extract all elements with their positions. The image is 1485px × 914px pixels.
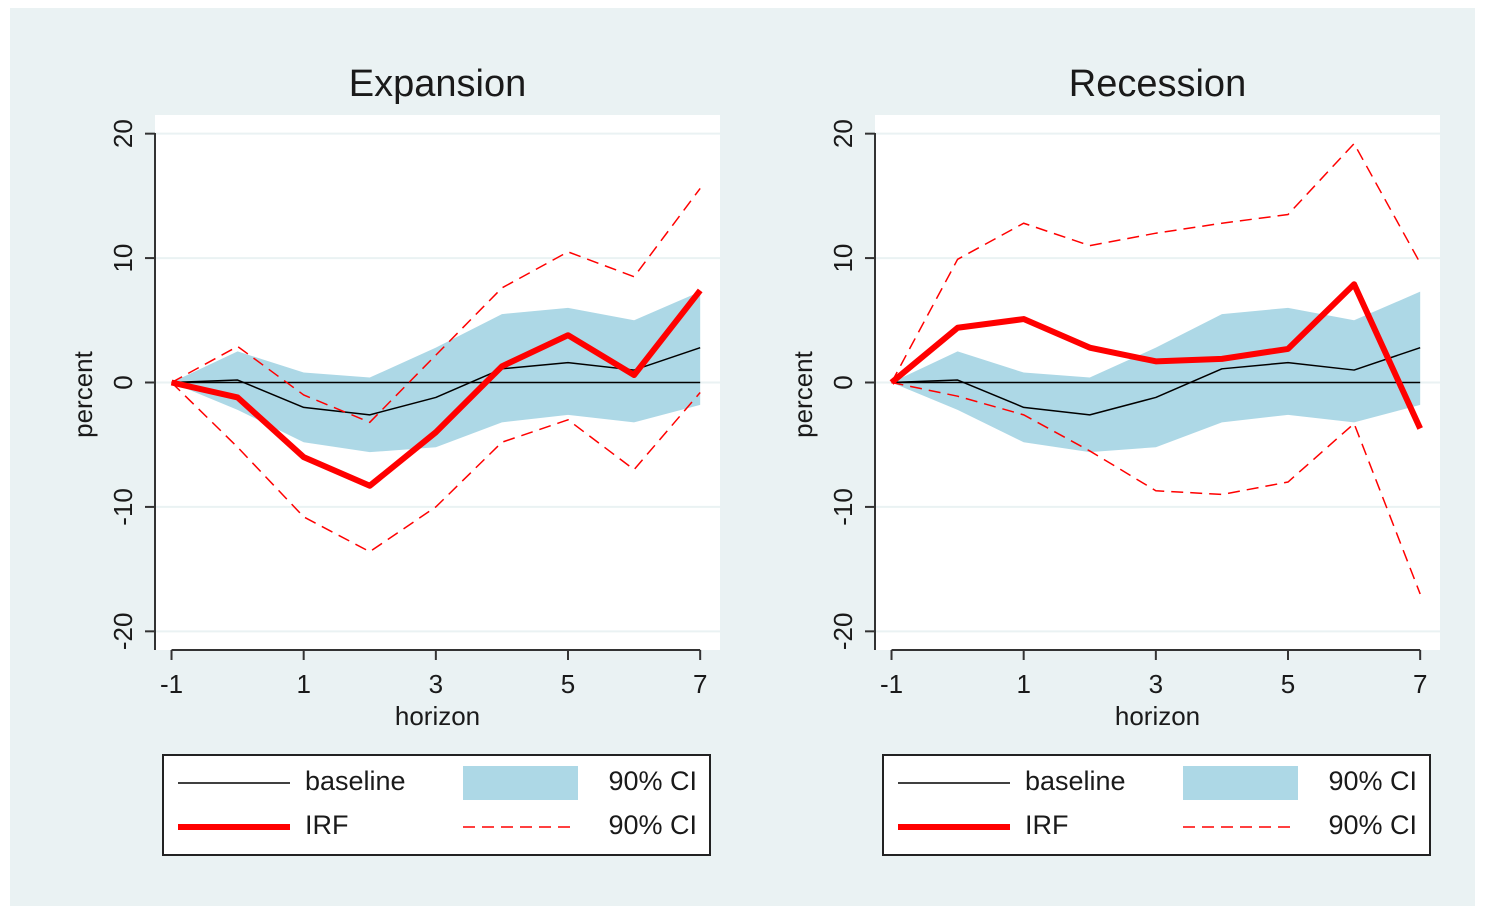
x-axis-label: horizon — [1115, 701, 1200, 731]
y-tick-label: 20 — [828, 119, 858, 148]
y-tick-label: 10 — [828, 244, 858, 273]
legend-swatch — [1183, 766, 1298, 800]
legend-label: baseline — [305, 766, 406, 796]
y-tick-label: -20 — [108, 613, 138, 651]
y-axis-label: percent — [68, 350, 98, 437]
series-line — [891, 346, 1421, 416]
ci-line — [171, 187, 701, 424]
legend-label: baseline — [1025, 766, 1126, 796]
x-tick-label: 7 — [1413, 669, 1427, 699]
chart-title: Recession — [1069, 63, 1246, 105]
x-tick-label: -1 — [160, 669, 183, 699]
ci-band — [171, 291, 701, 453]
x-axis-label: horizon — [395, 701, 480, 731]
y-tick-label: 10 — [108, 244, 138, 273]
legend-label: 90% CI — [1328, 810, 1417, 840]
legend-label: 90% CI — [608, 766, 697, 796]
ci-line — [170, 381, 701, 553]
legend-box — [882, 754, 1431, 856]
legend-swatch — [463, 766, 578, 800]
ci-line — [890, 142, 1421, 383]
legend: baseline 90% CI IRF 90% CI — [882, 754, 1431, 856]
x-tick-label: 1 — [1016, 669, 1030, 699]
legend-label: 90% CI — [608, 810, 697, 840]
x-tick-label: 1 — [296, 669, 310, 699]
y-tick-label: 0 — [828, 375, 858, 389]
series-line — [170, 288, 703, 489]
y-tick-label: -10 — [828, 488, 858, 526]
series-line — [889, 281, 1423, 430]
legend-label: IRF — [305, 810, 349, 840]
panel: Expansion -20 -10 0 10 20 -1 1 3 5 7 horizon percent… — [68, 63, 720, 856]
y-tick-label: 0 — [108, 375, 138, 389]
x-tick-label: 3 — [429, 669, 443, 699]
x-tick-label: 5 — [1281, 669, 1295, 699]
legend-label: IRF — [1025, 810, 1069, 840]
panel: Recession -20 -10 0 10 20 -1 1 3 5 7 horizon percent… — [788, 63, 1440, 856]
y-tick-label: 20 — [108, 119, 138, 148]
x-tick-label: -1 — [880, 669, 903, 699]
legend: baseline 90% CI IRF 90% CI — [162, 754, 711, 856]
chart-title: Expansion — [349, 63, 526, 105]
legend-label: 90% CI — [1328, 766, 1417, 796]
series-line — [171, 346, 701, 416]
y-axis-label: percent — [788, 350, 818, 437]
y-tick-label: -10 — [108, 488, 138, 526]
ci-line — [891, 381, 1421, 595]
y-tick-label: -20 — [828, 613, 858, 651]
x-tick-label: 5 — [561, 669, 575, 699]
x-tick-label: 3 — [1149, 669, 1163, 699]
ci-band — [891, 291, 1421, 453]
x-tick-label: 7 — [693, 669, 707, 699]
legend-box — [162, 754, 711, 856]
